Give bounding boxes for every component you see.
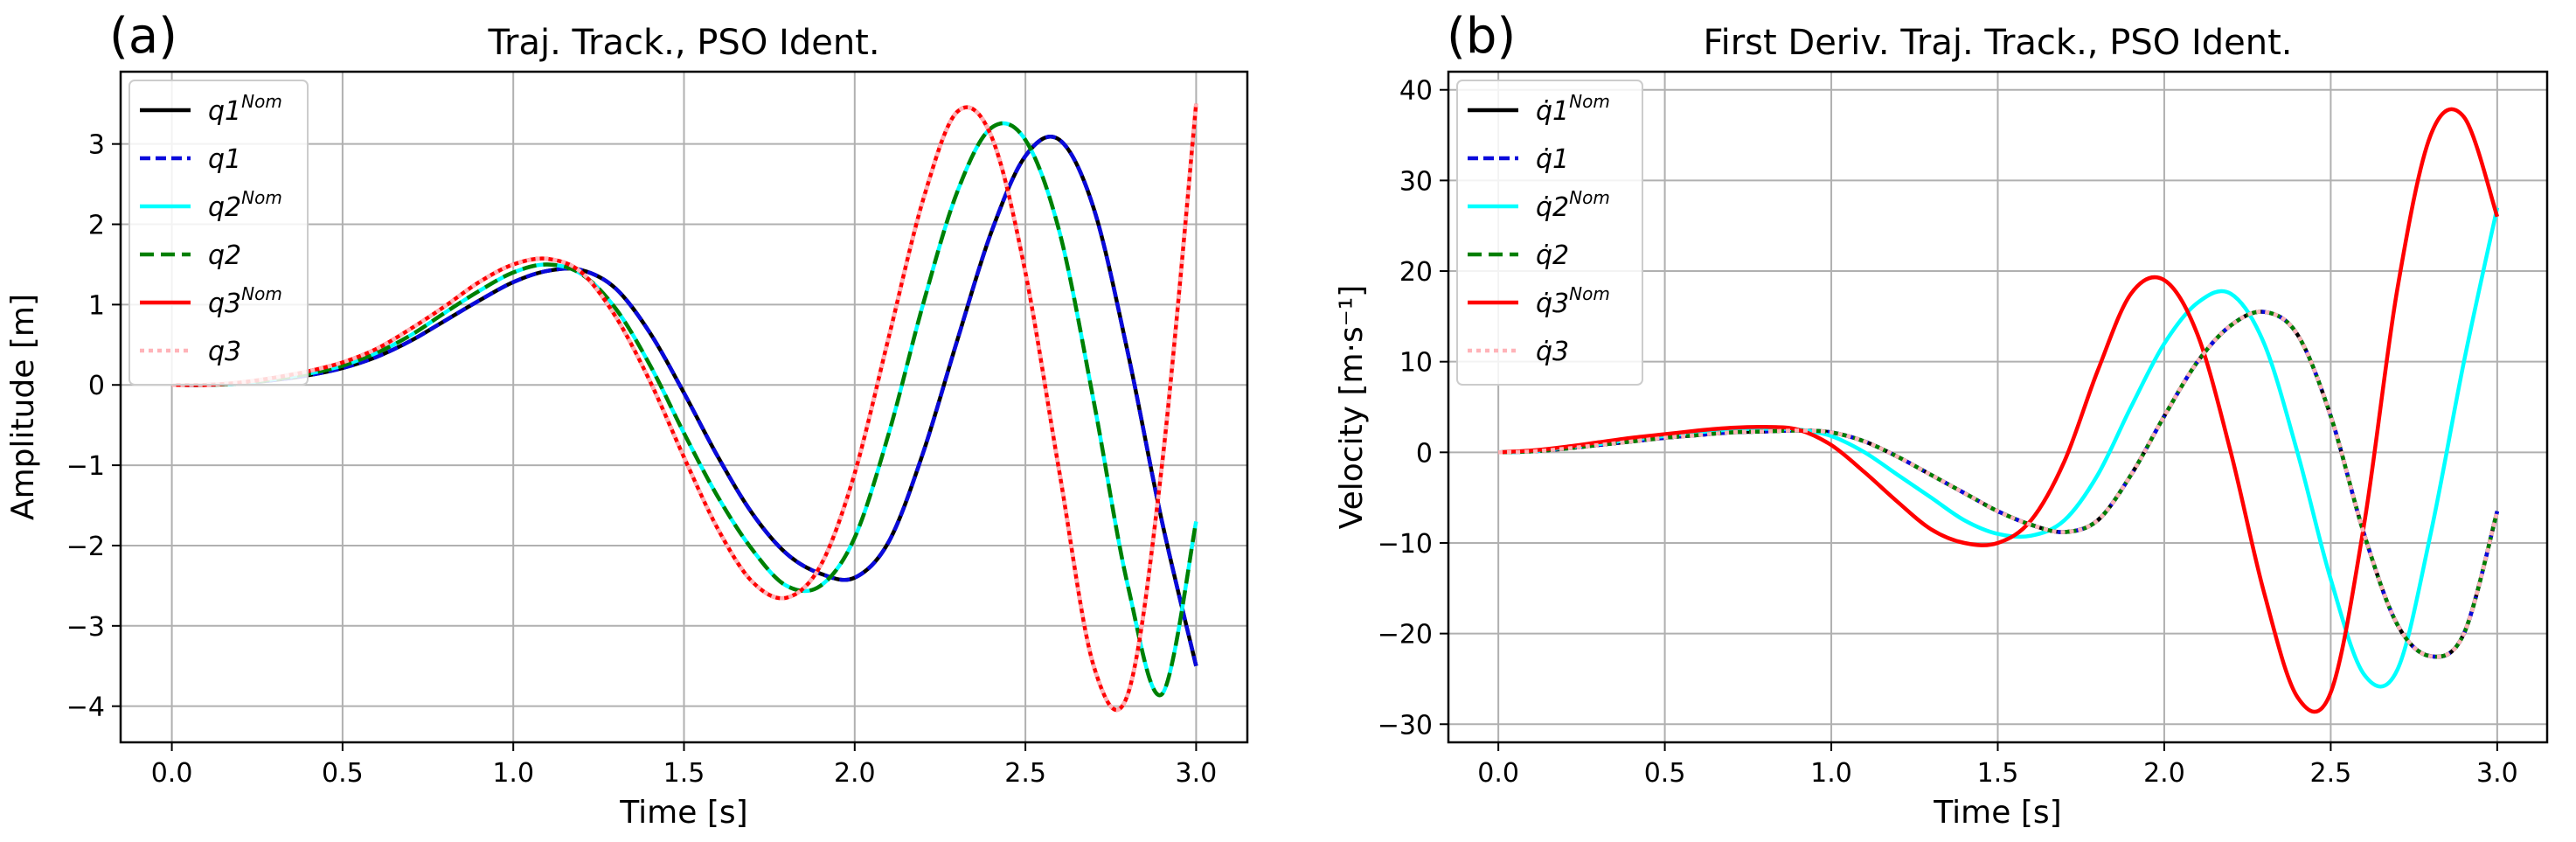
panel-a: 0.0 0.5 1.0 1.5 2.0 2.5 3.0 −4 −3 −2 −1 0 1 2 3 Time [s… [5, 8, 1249, 831]
panel-label: (b) [1447, 8, 1516, 65]
legend-entry-label: q3Nom [208, 283, 282, 319]
legend-entry-name: q2 [208, 192, 241, 223]
y-tick-label: −4 [66, 692, 105, 723]
y-tick-label: 30 [1399, 166, 1433, 197]
x-axis-label: Time [s] [1933, 795, 2061, 831]
y-tick-label: −3 [66, 612, 105, 643]
x-tick-label: 0.5 [322, 758, 364, 789]
y-axis-label: Velocity [m·s⁻¹] [1334, 285, 1370, 529]
y-tick-label: −2 [66, 532, 105, 562]
legend-entry-label: q̇2 [1536, 240, 1569, 271]
series-group [1497, 107, 2500, 714]
legend-entry-name: q̇1 [1536, 96, 1569, 127]
legend-entry-superscript: Nom [1569, 91, 1610, 112]
y-tick-label: 40 [1399, 76, 1433, 107]
series-group [171, 103, 1198, 713]
legend-entry-superscript: Nom [241, 283, 282, 304]
x-tick-label: 1.5 [1977, 758, 2019, 789]
y-tick-label: 1 [88, 290, 105, 321]
x-tick-label: 3.0 [2476, 758, 2518, 789]
x-tick-label: 0.0 [151, 758, 193, 789]
y-tick-label: −20 [1378, 620, 1433, 651]
x-axis-label: Time [s] [619, 795, 747, 831]
x-tick-label: 1.0 [492, 758, 534, 789]
x-tick-label: 3.0 [1176, 758, 1218, 789]
y-tick-label: 10 [1399, 348, 1433, 379]
legend-entry-label: q̇2Nom [1536, 187, 1610, 223]
legend-entry-label: q̇3 [1536, 337, 1569, 367]
legend-entry-name: q̇1 [1536, 144, 1569, 175]
y-tick-label: 3 [88, 130, 105, 161]
y-tick-label: 2 [88, 211, 105, 241]
legend-entry-label: q1Nom [208, 91, 282, 127]
panel-b: 0.0 0.5 1.0 1.5 2.0 2.5 3.0 −30 −20 −10 0 10 20 30 40 T… [1334, 8, 2549, 831]
legend-entry-label: q1 [208, 144, 241, 175]
chart-title: Traj. Track., PSO Ident. [487, 23, 879, 63]
legend-entry-name: q̇2 [1536, 192, 1569, 223]
legend-entry-superscript: Nom [1569, 283, 1610, 304]
x-tick-label: 1.0 [1810, 758, 1852, 789]
legend-entry-name: q1 [208, 144, 241, 175]
legend-entry-label: q2 [208, 240, 241, 271]
legend-entry-name: q̇2 [1536, 240, 1569, 271]
series-line-q2 [171, 121, 1198, 698]
x-tick-label: 2.5 [1004, 758, 1046, 789]
legend-entry-name: q3 [208, 289, 241, 319]
y-axis-label: Amplitude [m] [5, 294, 41, 520]
y-tick-label: 0 [1416, 438, 1433, 469]
y-tick-label: −1 [66, 451, 105, 482]
series-line-q1 [171, 135, 1198, 667]
y-tick-label: −30 [1378, 710, 1433, 741]
legend-entry-superscript: Nom [1569, 187, 1610, 208]
legend-entry-name: q̇3 [1536, 289, 1569, 319]
y-tick-label: 0 [88, 371, 105, 401]
legend-entry-label: q3 [208, 337, 241, 367]
series-line-q3 [171, 103, 1198, 713]
x-tick-label: 0.5 [1644, 758, 1686, 789]
series-line-q3-nom [1497, 107, 2500, 714]
y-tick-label: −10 [1378, 529, 1433, 560]
legend-entry-label: q2Nom [208, 187, 282, 223]
legend-entry-name: q2 [208, 240, 241, 271]
chart-title: First Deriv. Traj. Track., PSO Ident. [1704, 23, 2293, 63]
x-tick-label: 2.0 [834, 758, 876, 789]
panel-label: (a) [109, 8, 177, 65]
x-tick-label: 2.5 [2310, 758, 2352, 789]
legend-entry-label: q̇3Nom [1536, 283, 1610, 319]
x-tick-label: 0.0 [1477, 758, 1519, 789]
legend-entry-name: q3 [208, 337, 241, 367]
legend-entry-label: q̇1 [1536, 144, 1569, 175]
series-line-q3 [1498, 310, 2500, 659]
x-tick-label: 2.0 [2143, 758, 2185, 789]
legend-entry-superscript: Nom [241, 91, 282, 112]
legend-entry-label: q̇1Nom [1536, 91, 1610, 127]
legend-entry-superscript: Nom [241, 187, 282, 208]
legend-entry-name: q1 [208, 96, 241, 127]
legend-entry-name: q̇3 [1536, 337, 1569, 367]
y-tick-label: 20 [1399, 257, 1433, 288]
x-tick-label: 1.5 [663, 758, 705, 789]
